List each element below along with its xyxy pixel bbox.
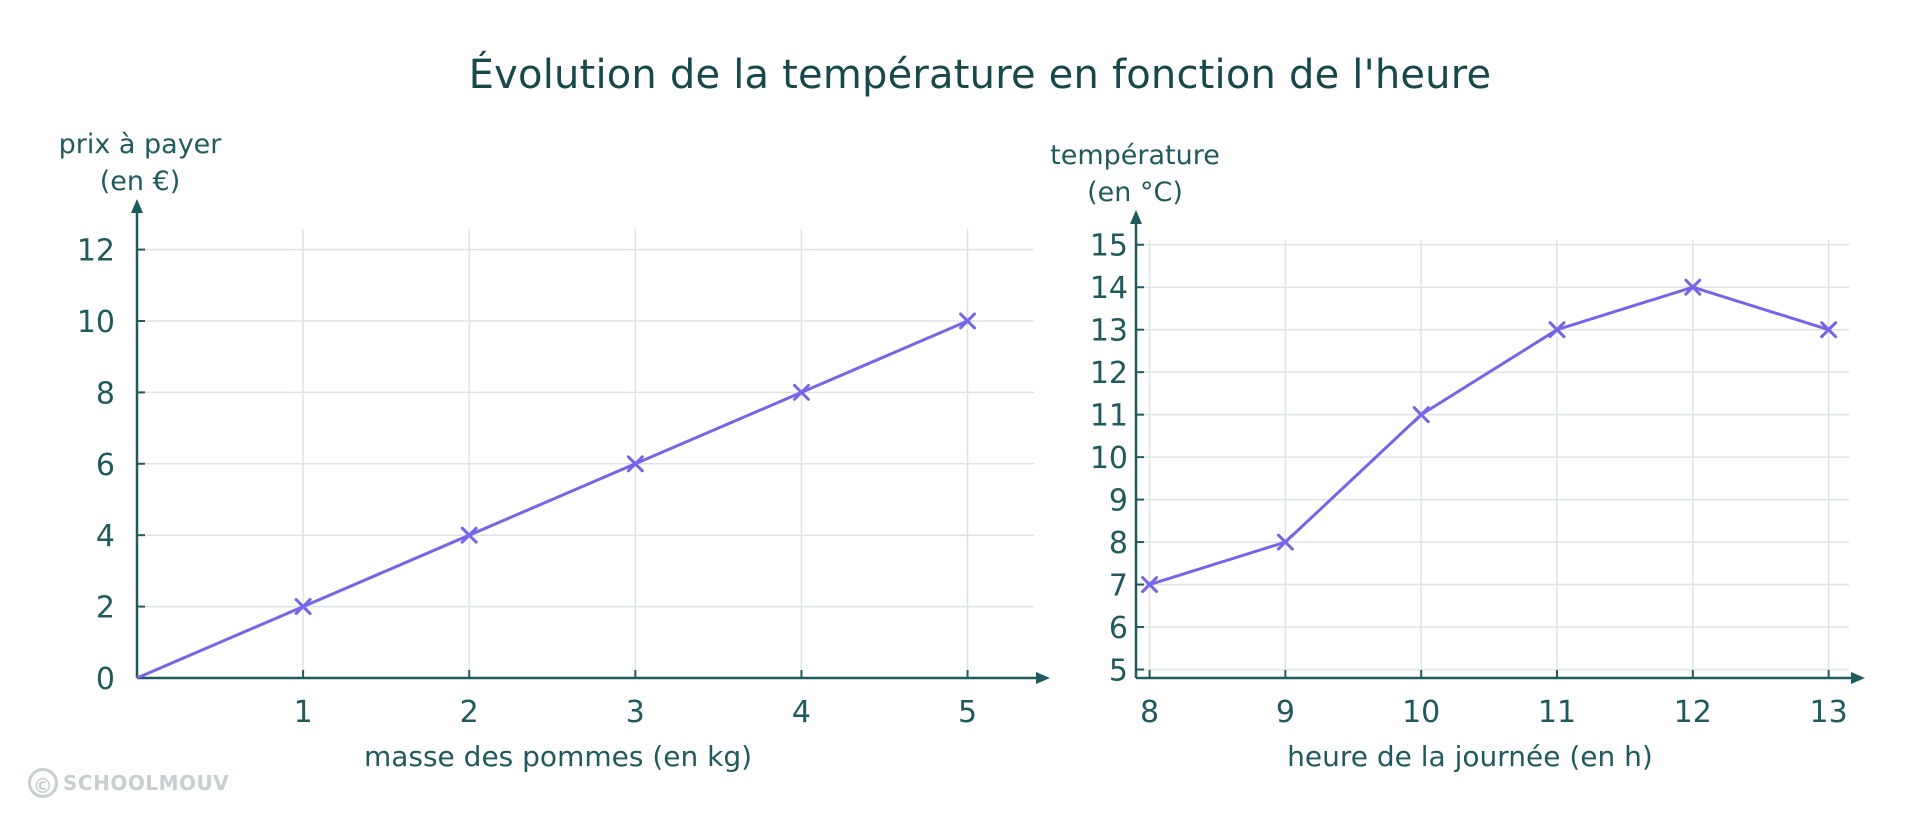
chart1-data-point xyxy=(460,526,478,544)
chart1-y-tick-label: 8 xyxy=(96,376,115,411)
watermark-text: SCHOOLMOUV xyxy=(63,771,230,795)
chart2-y-tick-label: 12 xyxy=(1090,356,1128,391)
chart2-series-line xyxy=(1149,285,1830,586)
chart2-y-tick-label: 11 xyxy=(1090,399,1128,434)
chart1-data-point xyxy=(792,383,810,401)
chart1-ylabel-line1: prix à payer xyxy=(58,129,222,160)
chart1-x-axis-arrow xyxy=(1036,672,1050,684)
chart1-series-line xyxy=(136,319,969,680)
chart2-y-tick-label: 14 xyxy=(1090,271,1128,306)
chart2-y-tick-label: 6 xyxy=(1109,611,1128,646)
chart1-y-tick-label: 0 xyxy=(96,662,115,697)
chart2-ylabel-line2: (en °C) xyxy=(1087,177,1183,208)
chart1-x-tick-label: 1 xyxy=(294,695,313,730)
chart1-y-tick-label: 10 xyxy=(77,305,115,340)
chart2-x-tick-label: 8 xyxy=(1140,695,1159,730)
chart2-y-tick-label: 5 xyxy=(1109,654,1128,689)
chart2-y-tick-label: 9 xyxy=(1109,484,1128,519)
chart2-data-point xyxy=(1276,533,1294,551)
chart2-data-point xyxy=(1141,576,1159,594)
chart2-ylabel: température (en °C) xyxy=(1040,137,1230,211)
chart2-y-axis-arrow xyxy=(1130,210,1142,224)
chart2-x-axis-arrow xyxy=(1851,672,1865,684)
chart1-y-tick-label: 2 xyxy=(96,591,115,626)
chart1-x-tick-label: 2 xyxy=(460,695,479,730)
chart1-y-tick-label: 6 xyxy=(96,448,115,483)
chart2-data-point xyxy=(1412,406,1430,424)
chart1-data-point xyxy=(626,455,644,473)
chart1-ylabel-line2: (en €) xyxy=(99,166,181,197)
chart1-y-axis-arrow xyxy=(131,199,143,213)
chart1-x-tick-label: 3 xyxy=(626,695,645,730)
chart2-data-point xyxy=(1548,321,1566,339)
chart2-y-tick-label: 15 xyxy=(1090,229,1128,264)
chart1-y-tick-label: 12 xyxy=(77,234,115,269)
chart1-data-point xyxy=(959,312,977,330)
chart1-x-tick-label: 5 xyxy=(958,695,977,730)
chart2-y-tick-label: 7 xyxy=(1109,569,1128,604)
chart1-ylabel: prix à payer (en €) xyxy=(50,126,230,200)
chart1-y-tick-label: 4 xyxy=(96,519,115,554)
chart2-x-tick-label: 12 xyxy=(1674,695,1712,730)
chart1-x-tick-label: 4 xyxy=(792,695,811,730)
chart2-data-point xyxy=(1684,278,1702,296)
chart2-x-tick-label: 9 xyxy=(1276,695,1295,730)
chart1-data-point xyxy=(294,598,312,616)
chart2-x-tick-label: 11 xyxy=(1538,695,1576,730)
chart2-ylabel-line1: température xyxy=(1050,140,1220,171)
chart2-y-tick-label: 13 xyxy=(1090,314,1128,349)
chart2-x-axis-title: heure de la journée (en h) xyxy=(1287,740,1653,773)
schoolmouv-watermark: © SCHOOLMOUV xyxy=(28,768,229,798)
chart2-x-tick-label: 10 xyxy=(1402,695,1440,730)
chart2-data-point xyxy=(1820,321,1838,339)
copyright-icon: © xyxy=(28,768,58,798)
chart1-x-axis-title: masse des pommes (en kg) xyxy=(364,740,752,773)
chart2-x-tick-label: 13 xyxy=(1810,695,1848,730)
chart2-y-tick-label: 8 xyxy=(1109,526,1128,561)
chart2-y-tick-label: 10 xyxy=(1090,441,1128,476)
page-title: Évolution de la température en fonction … xyxy=(468,52,1492,98)
